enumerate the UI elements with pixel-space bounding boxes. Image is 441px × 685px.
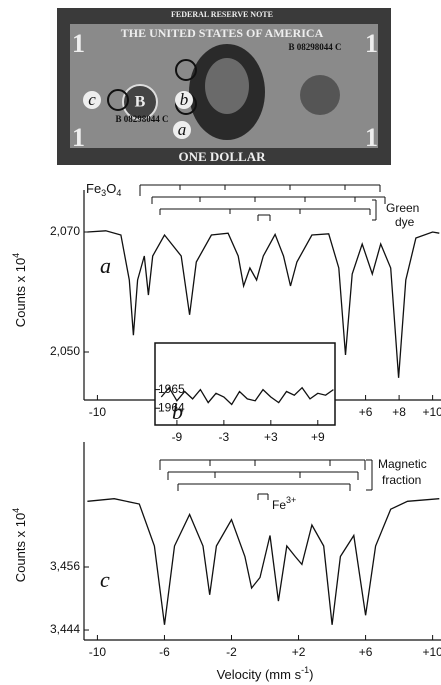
text: 3+ [286, 495, 296, 505]
denomination: 1 [365, 123, 378, 152]
x-tick-label: +9 [311, 430, 325, 444]
x-tick-label: +2 [292, 645, 306, 659]
panel-label: b [172, 399, 183, 424]
portrait-face [205, 58, 249, 114]
x-tick-label: -3 [219, 430, 230, 444]
x-tick-label: -10 [89, 405, 107, 419]
x-tick-label: +3 [264, 430, 278, 444]
annotation: Green [386, 201, 419, 215]
point-label: b [180, 90, 189, 109]
y-axis-label: Counts x 104 [11, 508, 28, 582]
serial: B 08298044 C [115, 114, 168, 124]
y-axis-label: Counts x 104 [11, 253, 28, 327]
seal-letter: B [135, 94, 146, 111]
annotation: fraction [382, 473, 421, 487]
y-tick-label: 3,456 [50, 559, 80, 573]
x-tick-label: +6 [359, 645, 373, 659]
serial: B 08298044 C [288, 42, 341, 52]
annotation: dye [395, 215, 415, 229]
bill-footer: ONE DOLLAR [178, 149, 266, 164]
line-positions-c [160, 460, 372, 500]
annotation: Magnetic [378, 457, 427, 471]
x-axis-label: Velocity (mm s-1) [217, 665, 314, 682]
text: Fe [272, 498, 286, 512]
y-tick-label: 2,050 [50, 344, 80, 358]
text: Velocity (mm s [217, 667, 302, 682]
bill-header: FEDERAL RESERVE NOTE [171, 10, 273, 19]
x-tick-label: -2 [226, 645, 237, 659]
panel-label: c [100, 567, 110, 592]
denomination: 1 [365, 29, 378, 58]
species-label: Fe3O4 [86, 181, 121, 198]
text: 4 [11, 253, 21, 258]
x-tick-label: -6 [159, 645, 170, 659]
text: O [106, 181, 116, 196]
panel-label: a [100, 253, 111, 278]
text: 4 [116, 188, 121, 198]
text: 4 [11, 508, 21, 513]
x-tick-label: +10 [422, 645, 441, 659]
spectrum [87, 499, 439, 625]
point-label: c [88, 90, 96, 109]
x-tick-label: -10 [89, 645, 107, 659]
treasury-seal [300, 75, 340, 115]
text: Counts x 10 [13, 513, 28, 582]
y-tick-label: 1965 [158, 382, 185, 396]
x-tick-label: +6 [359, 405, 373, 419]
x-tick-label: +10 [422, 405, 441, 419]
line-positions-a [140, 185, 385, 221]
y-tick-label: 2,070 [50, 224, 80, 238]
x-tick-label: +8 [392, 405, 406, 419]
x-tick-label: -9 [172, 430, 183, 444]
text: -1 [301, 665, 309, 675]
denomination: 1 [72, 29, 85, 58]
figure: FEDERAL RESERVE NOTE THE UNITED STATES O… [0, 0, 441, 685]
text: Fe [86, 181, 101, 196]
annotation: Fe3+ [272, 495, 296, 512]
text: Counts x 10 [13, 258, 28, 327]
text: ) [309, 667, 313, 682]
y-tick-label: 3,444 [50, 622, 80, 636]
point-label: a [178, 120, 187, 139]
bill-title: THE UNITED STATES OF AMERICA [121, 26, 324, 40]
denomination: 1 [72, 123, 85, 152]
dollar-bill: FEDERAL RESERVE NOTE THE UNITED STATES O… [57, 8, 391, 165]
